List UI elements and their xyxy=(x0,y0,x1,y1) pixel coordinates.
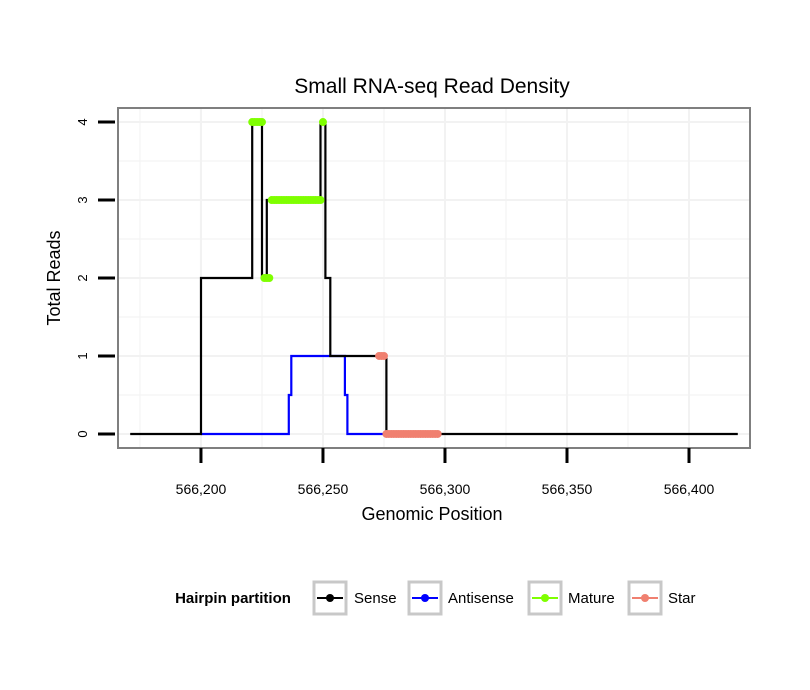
data-point-mature xyxy=(316,196,325,205)
data-point-star xyxy=(433,429,442,438)
legend-label: Mature xyxy=(568,590,615,607)
chart-title: Small RNA-seq Read Density xyxy=(294,75,570,98)
axis-layer: 566,200 566,250 566,300 566,350 566,400 0 1 2 3 4 xyxy=(75,118,715,497)
legend: Hairpin partition Sense Antisense Mature St… xyxy=(175,580,696,616)
legend-key-point xyxy=(641,594,649,602)
series-points-star xyxy=(375,351,442,438)
x-tick-label: 566,200 xyxy=(176,481,227,497)
plot-panel-border xyxy=(117,107,751,449)
legend-key-point xyxy=(326,594,334,602)
y-tick-label: 2 xyxy=(75,274,90,281)
legend-item-antisense: Antisense xyxy=(407,580,514,616)
legend-key-point xyxy=(421,594,429,602)
x-tick-label: 566,250 xyxy=(298,481,349,497)
y-tick-label: 3 xyxy=(75,196,90,203)
x-tick-label: 566,350 xyxy=(542,481,593,497)
y-tick-label: 1 xyxy=(75,352,90,359)
y-axis-label: Total Reads xyxy=(44,230,64,325)
data-point-star xyxy=(379,351,388,360)
y-tick-label: 0 xyxy=(75,430,90,437)
legend-label: Star xyxy=(668,590,696,607)
x-tick-label: 566,400 xyxy=(664,481,715,497)
x-axis-label: Genomic Position xyxy=(361,504,502,524)
series-line-antisense xyxy=(201,354,387,436)
legend-item-star: Star xyxy=(627,580,696,616)
series-layer xyxy=(130,118,738,438)
legend-label: Sense xyxy=(354,590,397,607)
data-point-mature xyxy=(265,274,274,282)
data-point-mature xyxy=(257,118,266,127)
data-point-mature xyxy=(318,118,327,127)
legend-item-mature: Mature xyxy=(527,580,615,616)
series-points-mature xyxy=(248,118,327,282)
legend-key-point xyxy=(541,594,549,602)
x-tick-label: 566,300 xyxy=(420,481,471,497)
legend-label: Antisense xyxy=(448,590,514,607)
legend-item-sense: Sense xyxy=(312,580,397,616)
y-tick-label: 4 xyxy=(75,118,90,125)
legend-title: Hairpin partition xyxy=(175,590,291,607)
